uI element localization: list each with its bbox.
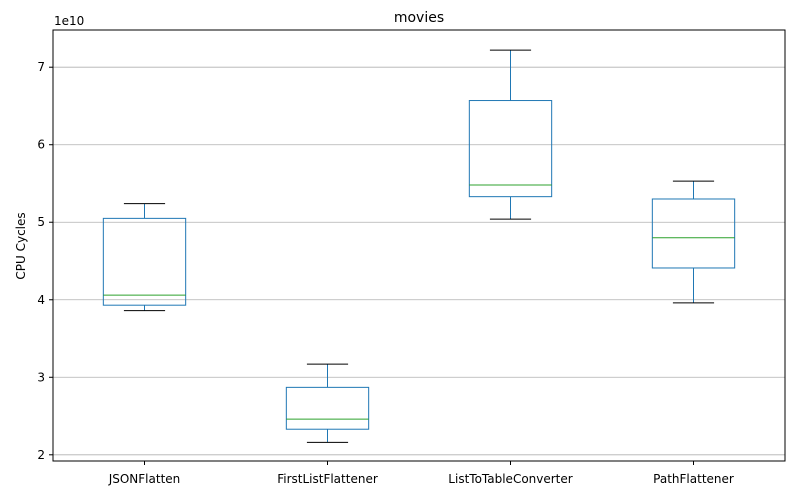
box-iqr (468, 100, 553, 198)
y-tick-label: 3 (37, 370, 45, 384)
x-tick-label: JSONFlatten (108, 472, 181, 486)
x-tick-label: PathFlattener (653, 472, 734, 486)
y-tick-label: 4 (37, 293, 45, 307)
plot-frame (52, 29, 786, 462)
box-FirstListFlattener (285, 363, 370, 443)
box-iqr (285, 386, 370, 430)
y-axis-label: CPU Cycles (14, 212, 28, 279)
y-tick-label: 7 (37, 60, 45, 74)
boxes-layer (102, 49, 736, 443)
axes-layer: 2 3 4 5 6 7 JSONFlatten FirstListFlattener ListT… (37, 60, 734, 486)
box-iqr (651, 198, 736, 269)
box-ListToTableConverter (468, 49, 553, 220)
y-scale-label: 1e10 (54, 14, 84, 28)
x-tick-label: FirstListFlattener (277, 472, 378, 486)
box-iqr (102, 217, 187, 306)
chart-title: movies (394, 10, 444, 26)
y-tick-label: 6 (37, 138, 45, 152)
y-tick-label: 2 (37, 448, 45, 462)
y-tick-label: 5 (37, 215, 45, 229)
grid-lines (53, 66, 785, 456)
box-PathFlattener (651, 180, 736, 304)
box-JSONFlatten (102, 203, 187, 312)
x-tick-label: ListToTableConverter (448, 472, 572, 486)
